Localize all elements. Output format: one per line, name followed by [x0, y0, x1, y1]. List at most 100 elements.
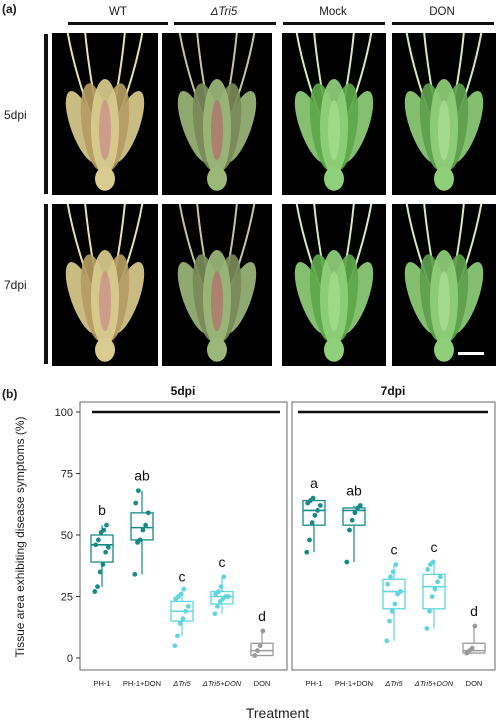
data-point — [307, 537, 312, 543]
data-point — [357, 503, 363, 508]
box — [382, 578, 406, 610]
data-point — [310, 495, 316, 501]
scale-bar — [458, 352, 484, 355]
column-bar-wt — [68, 22, 168, 25]
data-point — [97, 569, 103, 575]
significance-letter: c — [179, 569, 186, 585]
row-label-5dpi: 5dpi — [4, 108, 27, 122]
data-point — [397, 589, 403, 594]
data-point — [317, 503, 323, 508]
spikelet-photo-mock-5dpi — [282, 33, 386, 195]
data-point — [218, 584, 224, 590]
box — [90, 534, 114, 563]
data-point — [221, 574, 227, 580]
data-point — [136, 488, 141, 494]
data-point — [352, 510, 358, 516]
group-label-7dpi: 7dpi — [381, 384, 406, 398]
spikelet-photo-don-7dpi — [392, 204, 496, 366]
spikelet-photo-dtri5-5dpi — [162, 33, 272, 195]
data-point — [225, 594, 231, 599]
data-point — [257, 643, 263, 649]
data-point — [469, 645, 475, 651]
spikelet-photo-dtri5-7dpi — [162, 204, 272, 366]
box — [422, 573, 446, 610]
column-label-mock: Mock — [319, 6, 347, 18]
x-axis-label: Treatment — [246, 705, 309, 721]
column-bar-dtri5 — [174, 22, 276, 25]
row-bar-7dpi — [44, 204, 48, 364]
y-tick-label: 75 — [61, 469, 73, 481]
data-point — [101, 527, 107, 533]
data-point — [347, 527, 352, 533]
data-point — [389, 608, 395, 614]
y-axis-label: Tissue area exhibiting disease symptoms … — [13, 417, 27, 658]
panel-frame-7dpi — [291, 401, 496, 671]
data-point — [140, 527, 146, 533]
box — [462, 642, 486, 654]
column-bar-don — [392, 22, 494, 25]
data-point — [183, 608, 189, 614]
data-point — [181, 586, 187, 592]
column-label-wt: WT — [109, 6, 127, 18]
data-point — [424, 626, 430, 631]
data-point — [212, 611, 218, 617]
data-point — [104, 522, 109, 528]
x-tick-label: DON — [466, 679, 483, 688]
data-point — [177, 621, 183, 626]
data-point — [185, 603, 191, 609]
box — [210, 590, 234, 605]
data-point — [315, 508, 320, 513]
y-tick-label: 25 — [61, 592, 73, 604]
data-point — [175, 633, 180, 639]
data-point — [435, 579, 440, 585]
significance-letter: c — [391, 542, 398, 558]
data-point — [312, 512, 318, 518]
data-point — [390, 569, 396, 575]
data-point — [103, 549, 108, 555]
data-point — [304, 549, 310, 555]
box — [302, 499, 326, 526]
y-tick-label: 100 — [55, 407, 73, 419]
x-tick-label: ΔTri5+DON — [414, 679, 454, 688]
significance-letter: a — [310, 475, 318, 491]
spikelet-photo-wt-7dpi — [52, 204, 158, 366]
row-bar-5dpi — [44, 34, 48, 194]
data-point — [255, 648, 260, 654]
data-point — [349, 517, 355, 523]
x-tick-label: PH-1 — [305, 679, 322, 688]
significance-letter: b — [98, 502, 106, 518]
significance-letter: c — [219, 554, 226, 570]
data-point — [93, 542, 99, 548]
data-point — [472, 623, 478, 629]
row-label-7dpi: 7dpi — [4, 278, 27, 292]
data-point — [425, 567, 431, 572]
x-tick-label: ΔTri5 — [384, 679, 403, 688]
data-point — [384, 638, 390, 644]
x-tick-label: PH-1 — [93, 679, 110, 688]
data-point — [172, 643, 178, 649]
data-point — [215, 603, 220, 609]
spikelet-photo-wt-5dpi — [52, 33, 158, 195]
y-tick-label: 0 — [67, 653, 73, 665]
data-point — [392, 601, 398, 607]
data-point — [137, 537, 143, 543]
box — [342, 507, 366, 526]
spikelet-photo-don-5dpi — [392, 33, 496, 195]
data-point — [178, 591, 184, 597]
data-point — [393, 562, 399, 567]
data-point — [387, 618, 392, 624]
x-tick-label: ΔTri5 — [172, 679, 191, 688]
group-label-5dpi: 5dpi — [171, 384, 196, 398]
significance-letter: d — [470, 603, 478, 619]
data-point — [145, 510, 151, 516]
data-point — [427, 608, 432, 614]
significance-letter: ab — [134, 468, 150, 484]
column-label-dtri5: ΔTri5 — [210, 6, 238, 18]
data-point — [180, 616, 186, 622]
y-tick-label: 50 — [61, 530, 73, 542]
data-point — [92, 589, 98, 594]
data-point — [132, 571, 138, 577]
data-point — [430, 559, 436, 565]
panel-b-label: (b) — [2, 387, 18, 401]
box — [130, 512, 154, 541]
